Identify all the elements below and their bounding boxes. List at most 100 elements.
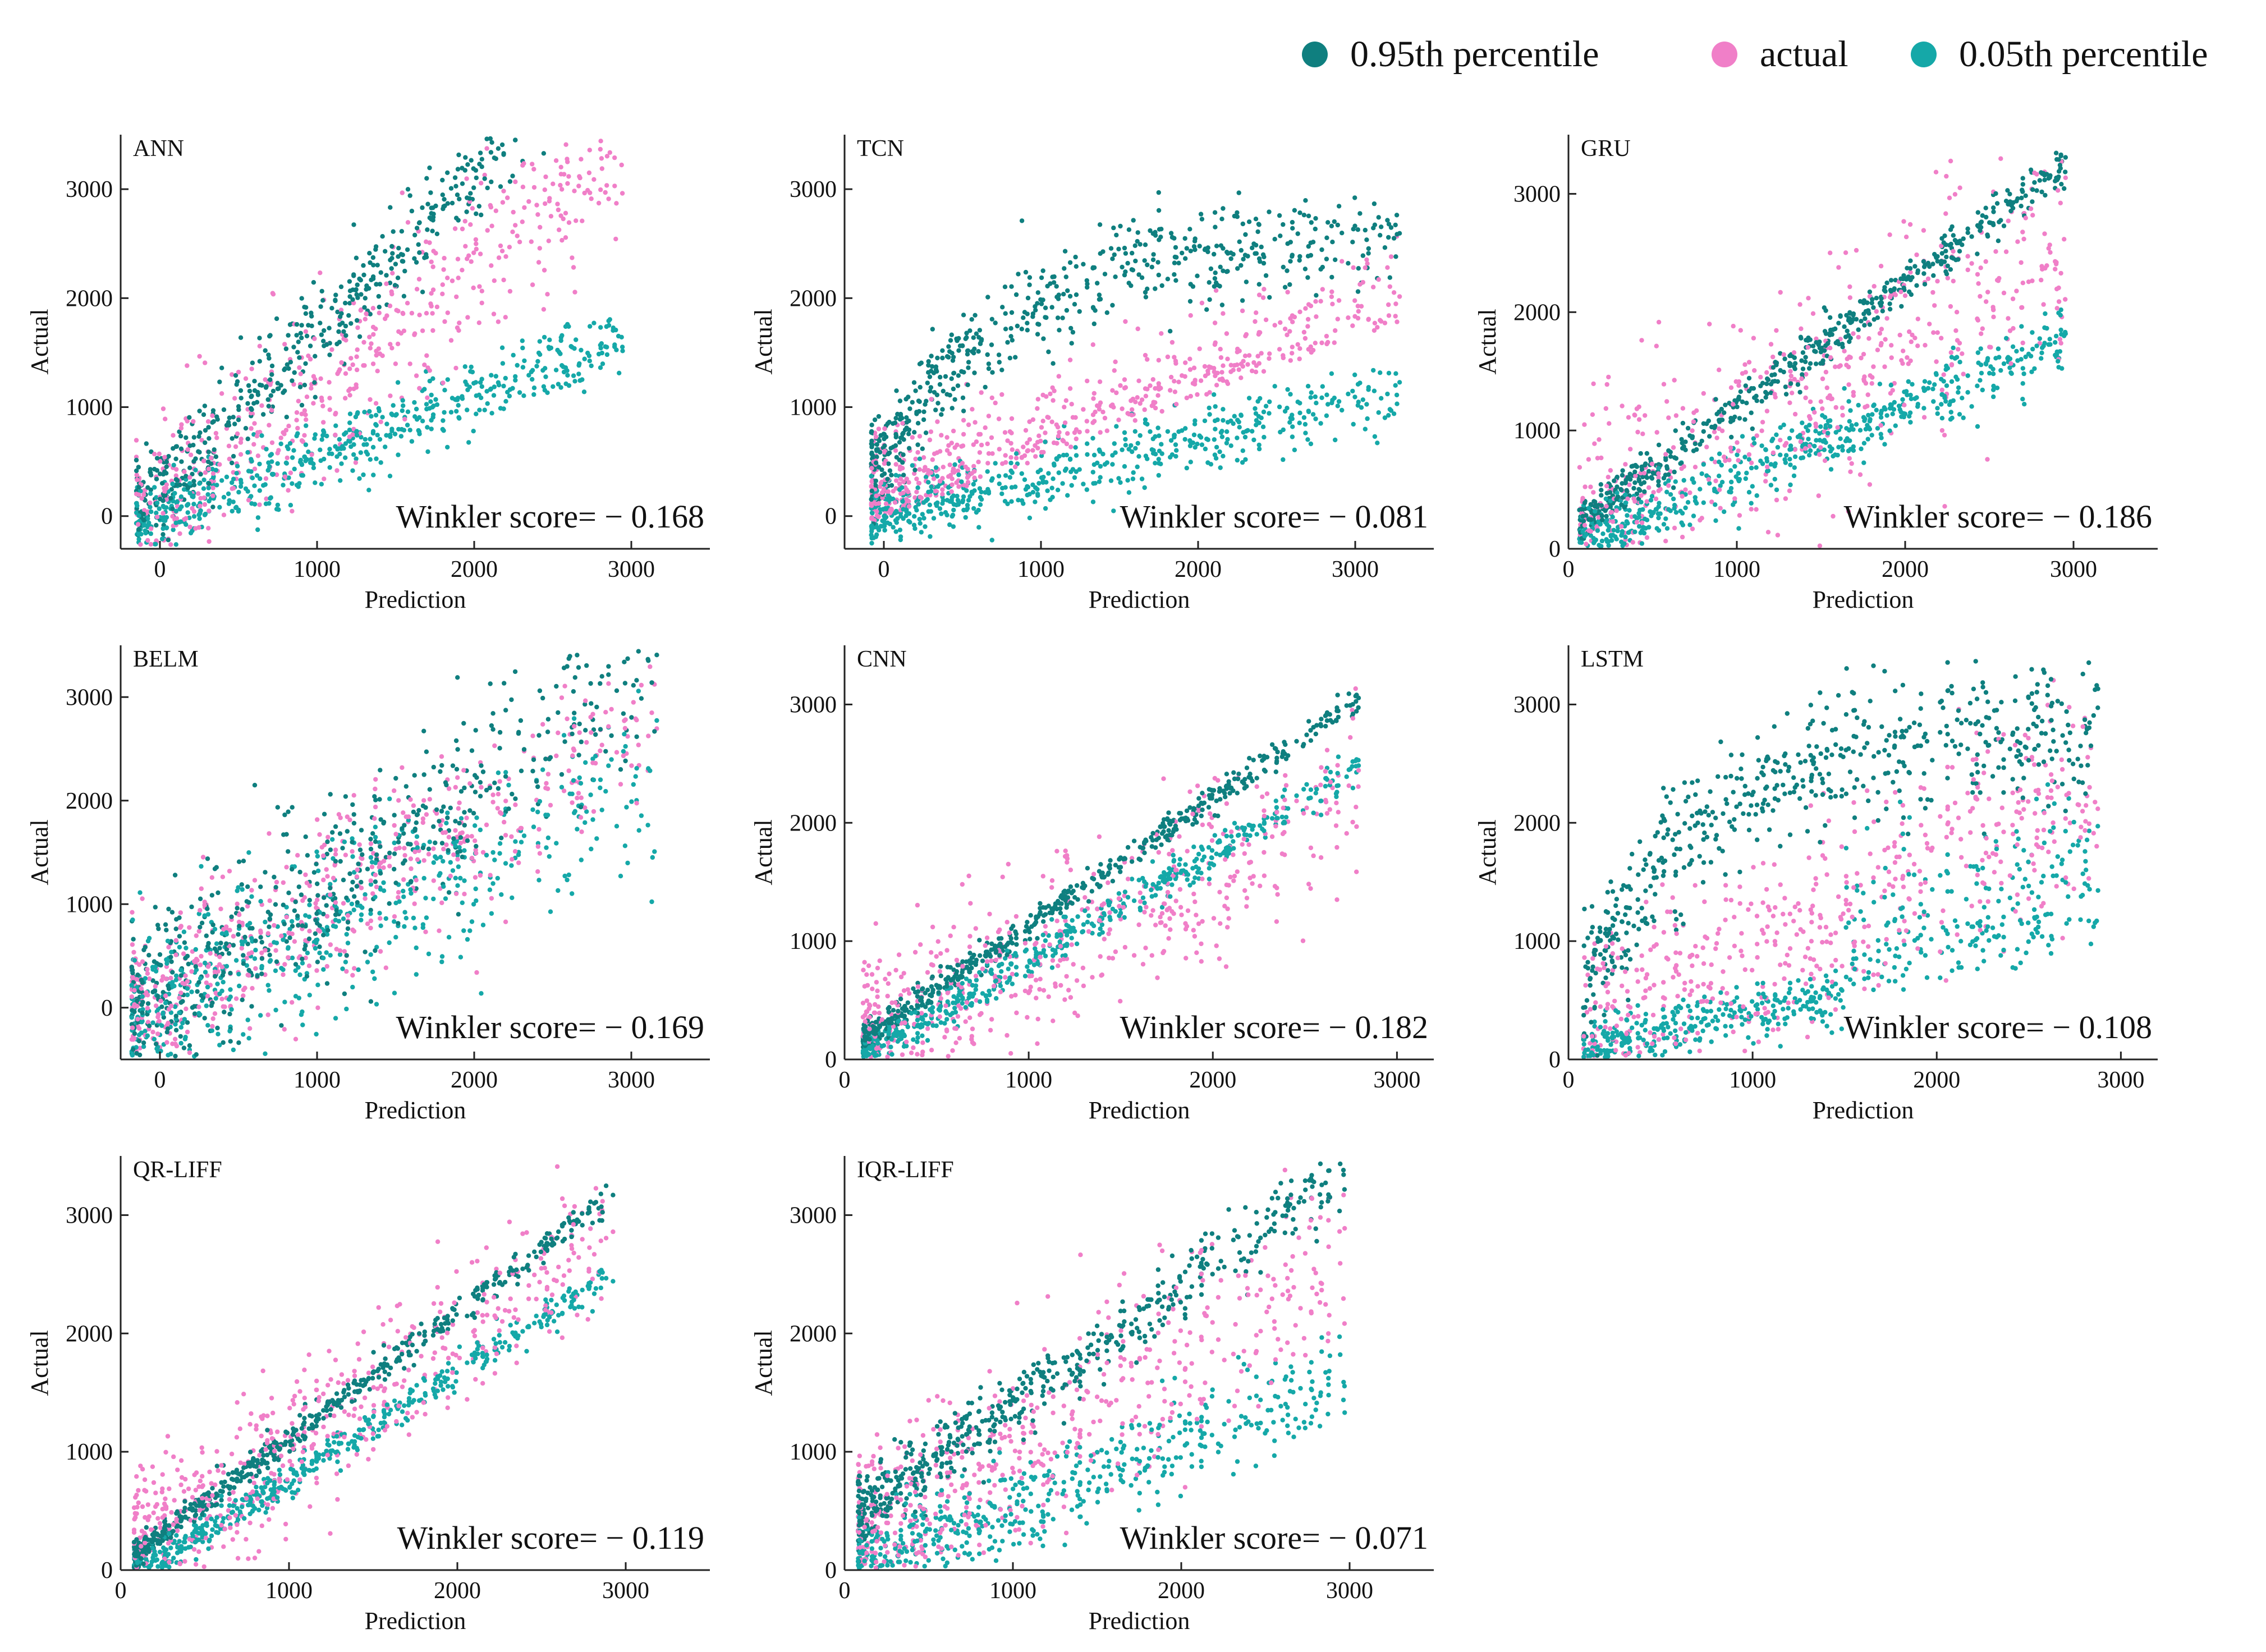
actual-point (891, 489, 896, 494)
lower-point (1869, 433, 1874, 438)
actual-point (1260, 295, 1266, 300)
actual-point (1359, 304, 1364, 309)
upper-point (1908, 258, 1913, 263)
actual-point (429, 304, 434, 309)
lower-point (1636, 511, 1641, 516)
actual-point (191, 419, 196, 424)
upper-point (1792, 355, 1797, 360)
upper-point (407, 193, 412, 198)
actual-point (1656, 319, 1662, 325)
upper-point (882, 443, 887, 448)
lower-point (1378, 370, 1383, 375)
actual-point (412, 331, 418, 336)
actual-point (1698, 517, 1703, 523)
upper-point (285, 362, 290, 367)
upper-point (333, 298, 338, 304)
upper-point (392, 283, 398, 288)
actual-point (1643, 413, 1648, 418)
upper-point (912, 467, 918, 472)
lower-point (923, 475, 929, 480)
actual-point (1335, 316, 1340, 322)
upper-point (897, 440, 902, 445)
upper-point (1646, 469, 1652, 474)
actual-point (333, 411, 338, 416)
lower-point (429, 392, 434, 398)
lower-point (947, 522, 952, 527)
lower-point (1651, 510, 1656, 515)
actual-point (1030, 448, 1035, 453)
upper-point (286, 333, 291, 338)
actual-point (297, 365, 302, 370)
actual-point (1921, 228, 1926, 233)
upper-point (173, 444, 178, 449)
upper-point (392, 851, 397, 856)
actual-point (1005, 438, 1010, 443)
upper-point (1225, 269, 1230, 274)
lower-point (974, 510, 979, 515)
upper-point (1040, 297, 1045, 302)
lower-point (1848, 447, 1853, 452)
upper-point (265, 397, 270, 402)
lower-point (2028, 354, 2034, 359)
lower-point (234, 471, 239, 476)
upper-point (210, 504, 215, 510)
lower-point (1847, 427, 1852, 432)
actual-point (187, 475, 192, 480)
lower-point (171, 462, 176, 467)
upper-point (1063, 274, 1069, 279)
lower-point (339, 461, 344, 466)
actual-point (424, 311, 429, 316)
actual-point (1903, 235, 1909, 240)
actual-point (1195, 392, 1200, 397)
upper-point (1212, 284, 1217, 289)
actual-point (897, 464, 903, 470)
actual-point (232, 396, 237, 401)
actual-point (1704, 444, 1709, 449)
upper-point (1112, 252, 1117, 258)
upper-point (368, 260, 373, 265)
actual-point (1798, 439, 1804, 444)
actual-point (1875, 347, 1880, 352)
upper-point (1713, 397, 1718, 402)
upper-point (1366, 246, 1371, 251)
actual-point (1610, 519, 1616, 524)
actual-point (1251, 360, 1256, 365)
upper-point (1027, 275, 1033, 280)
actual-point (1851, 331, 1856, 336)
upper-point (1788, 381, 1793, 386)
lower-point (1153, 434, 1158, 439)
actual-point (448, 338, 454, 343)
lower-point (1049, 485, 1054, 490)
upper-point (1224, 250, 1230, 255)
actual-point (257, 343, 262, 348)
actual-point (1219, 370, 1224, 375)
upper-point (388, 205, 393, 210)
lower-point (1838, 436, 1843, 441)
lower-point (1930, 387, 1935, 392)
lower-point (1969, 404, 1974, 409)
upper-point (1975, 210, 1980, 215)
lower-point (2019, 324, 2024, 329)
lower-point (985, 487, 990, 492)
actual-point (1039, 425, 1044, 430)
actual-point (1878, 423, 1883, 428)
upper-point (1288, 240, 1293, 245)
actual-point (1735, 440, 1740, 445)
upper-point (245, 401, 250, 406)
upper-point (1593, 499, 1598, 504)
actual-point (507, 245, 512, 250)
upper-point (173, 477, 178, 482)
actual-point (1253, 319, 1258, 324)
actual-point (1792, 411, 1798, 417)
actual-point (479, 288, 484, 293)
lower-point (1313, 416, 1318, 421)
upper-point (967, 328, 973, 333)
lower-point (1027, 492, 1032, 497)
upper-point (1622, 504, 1627, 510)
upper-point (976, 349, 981, 354)
actual-point (1143, 393, 1149, 398)
upper-point (1174, 255, 1179, 260)
lower-point (606, 323, 612, 328)
lower-point (1305, 384, 1311, 389)
upper-point (910, 400, 915, 405)
